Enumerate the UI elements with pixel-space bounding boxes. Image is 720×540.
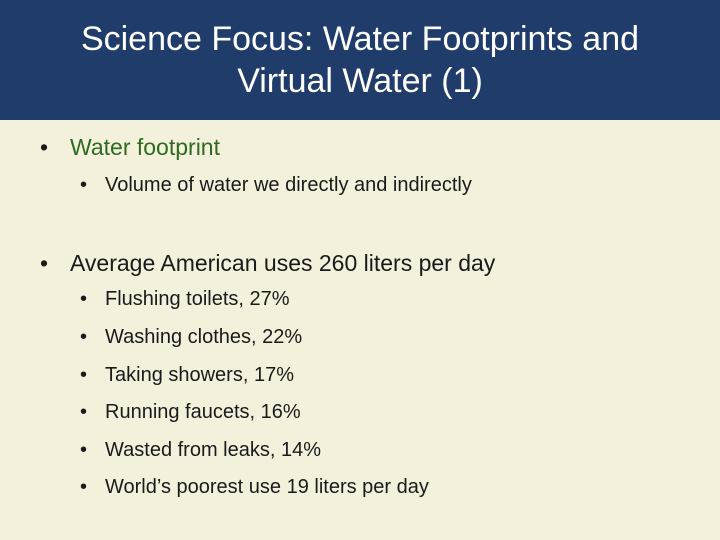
sub-bullet-text: World’s poorest use 19 liters per day [105,476,429,498]
bullet-icon: • [80,401,88,423]
sub-bullet-text: Taking showers, 17% [105,364,294,386]
bullet-text: Average American uses 260 liters per day [70,250,496,276]
sub-bullet-text: Flushing toilets, 27% [105,288,290,310]
sub-bullet-text: Running faucets, 16% [105,401,301,423]
bullet-icon: • [80,476,88,498]
sub-bullet-text: Wasted from leaks, 14% [105,439,322,461]
slide-title: Science Focus: Water Footprints and Virt… [80,20,640,100]
bullet-icon: • [80,326,88,348]
bullet-icon: • [80,439,88,461]
sub-bullet-text: Volume of water we directly and indirect… [105,174,472,196]
slide-content: • Water footprint • Volume of water we d… [0,120,720,540]
bullet-icon: • [40,250,49,276]
bullet-icon: • [40,134,49,160]
bullet-icon: • [80,288,88,310]
bullet-text: Water footprint [70,134,220,160]
bullet-icon: • [80,364,88,386]
title-bar: Science Focus: Water Footprints and Virt… [0,0,720,120]
bullet-icon: • [80,174,88,196]
sub-bullet-text: Washing clothes, 22% [105,326,303,348]
